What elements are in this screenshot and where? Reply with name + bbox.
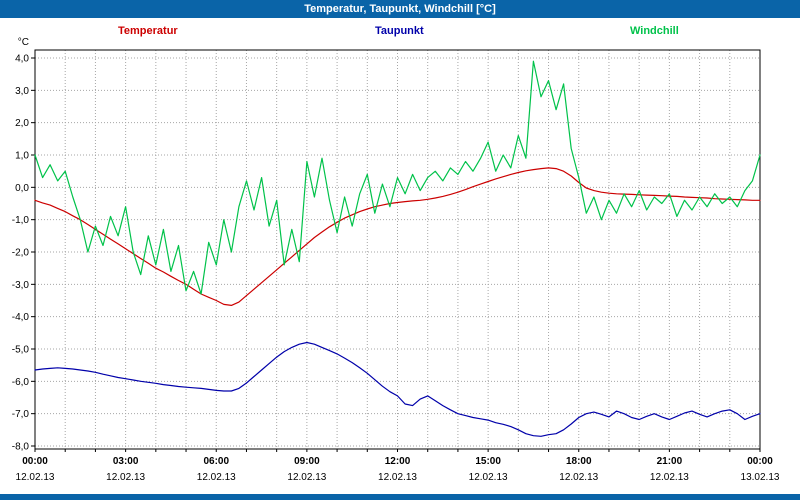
svg-text:1,0: 1,0 [15,151,29,162]
legend-item-windchill: Windchill [630,25,679,37]
svg-text:2,0: 2,0 [15,118,29,129]
svg-text:-2,0: -2,0 [12,248,30,259]
svg-text:-7,0: -7,0 [12,409,30,420]
svg-text:13.02.13: 13.02.13 [741,472,780,483]
svg-text:12:00: 12:00 [385,456,411,467]
svg-text:03:00: 03:00 [113,456,139,467]
svg-text:18:00: 18:00 [566,456,592,467]
svg-text:12.02.13: 12.02.13 [469,472,508,483]
svg-text:12.02.13: 12.02.13 [650,472,689,483]
chart-legend: Temperatur Taupunkt Windchill [0,25,800,41]
svg-text:°C: °C [18,37,29,48]
svg-text:-1,0: -1,0 [12,215,30,226]
svg-text:-3,0: -3,0 [12,280,30,291]
svg-text:4,0: 4,0 [15,54,29,65]
svg-text:12.02.13: 12.02.13 [287,472,326,483]
legend-item-taupunkt: Taupunkt [375,25,424,37]
svg-text:12.02.13: 12.02.13 [106,472,145,483]
svg-text:12.02.13: 12.02.13 [559,472,598,483]
bottom-bar [0,494,800,500]
svg-text:-5,0: -5,0 [12,345,30,356]
svg-text:12.02.13: 12.02.13 [197,472,236,483]
svg-text:3,0: 3,0 [15,86,29,97]
page-title: Temperatur, Taupunkt, Windchill [°C] [304,3,496,15]
svg-text:-8,0: -8,0 [12,442,30,453]
svg-text:00:00: 00:00 [22,456,48,467]
svg-text:0,0: 0,0 [15,183,29,194]
svg-text:09:00: 09:00 [294,456,320,467]
svg-text:12.02.13: 12.02.13 [378,472,417,483]
svg-text:21:00: 21:00 [657,456,683,467]
svg-text:00:00: 00:00 [747,456,773,467]
svg-text:15:00: 15:00 [475,456,501,467]
svg-text:12.02.13: 12.02.13 [16,472,55,483]
svg-text:06:00: 06:00 [203,456,229,467]
svg-text:-6,0: -6,0 [12,377,30,388]
title-bar: Temperatur, Taupunkt, Windchill [°C] [0,0,800,18]
svg-text:-4,0: -4,0 [12,312,30,323]
legend-item-temperatur: Temperatur [118,25,178,37]
